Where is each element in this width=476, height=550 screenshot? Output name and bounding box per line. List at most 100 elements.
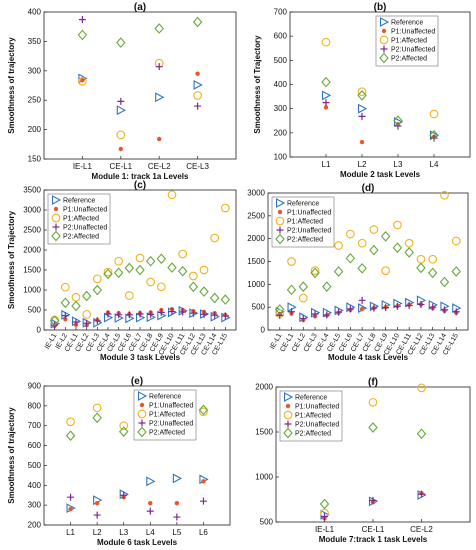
legend-label: P2:Affected [287, 237, 323, 244]
x-tick-label: L1 [66, 528, 75, 537]
y-tick-label: 150 [28, 155, 42, 164]
data-point [370, 304, 378, 312]
series-p2-unaffected [321, 490, 425, 521]
legend: Reference P1:Unaffected P1:Affected P2:Unaf… [271, 196, 335, 248]
data-point [346, 305, 354, 313]
x-axis-label: Module 4 task Levels [328, 353, 409, 362]
y-axis-label: Smoothness of trajectory [7, 37, 16, 134]
data-point [440, 190, 449, 200]
data-point [209, 292, 220, 304]
chart-title: (a) [134, 2, 146, 13]
legend-label: Reference [149, 394, 181, 401]
legend-label: P1:Unaffected [149, 403, 193, 410]
data-point [124, 262, 135, 274]
legend-marker [275, 198, 286, 208]
y-tick-label: 2000 [255, 383, 273, 392]
data-point [157, 308, 165, 316]
data-point [405, 301, 413, 309]
y-tick-label: 800 [28, 401, 42, 410]
y-tick-label: 250 [28, 96, 42, 105]
y-tick-label: 1000 [247, 280, 265, 289]
data-point [93, 511, 101, 519]
chart-title: (d) [362, 183, 375, 194]
y-tick-label: 1000 [23, 286, 41, 295]
data-point [146, 476, 156, 487]
data-point [322, 281, 332, 292]
y-tick-label: 500 [274, 56, 288, 65]
data-point [451, 266, 461, 277]
data-point [199, 265, 209, 275]
data-point [116, 37, 126, 48]
legend-marker [51, 213, 61, 223]
data-point [188, 271, 198, 281]
y-tick-label: 300 [274, 104, 288, 113]
data-point [167, 190, 177, 200]
data-point [147, 310, 155, 318]
data-point [136, 310, 144, 318]
data-point [380, 231, 391, 242]
legend-marker [139, 402, 145, 408]
x-tick-label: CE-L1 [362, 525, 385, 534]
legend-marker [137, 409, 147, 419]
data-point [321, 513, 328, 521]
plot-area [43, 11, 237, 160]
data-point [288, 308, 296, 316]
data-point [148, 500, 153, 506]
legend-marker [379, 35, 389, 45]
data-point [194, 102, 202, 110]
data-point [346, 229, 355, 239]
data-point [188, 281, 199, 293]
legend-label: P1:Affected [391, 38, 427, 45]
legend-label: P2:Unaffected [295, 422, 339, 429]
data-point [321, 76, 331, 88]
y-tick-label: 300 [28, 501, 42, 510]
data-point [299, 315, 307, 323]
data-point [145, 255, 156, 267]
legend-box [375, 15, 439, 67]
series-reference [78, 73, 203, 116]
x-tick-label: IE-L1 [73, 162, 93, 171]
data-point [192, 16, 203, 28]
x-tick-label: L5 [172, 528, 181, 537]
data-point [60, 282, 70, 292]
data-point [200, 310, 208, 318]
data-point [359, 139, 365, 145]
series-p2-affected [319, 422, 427, 510]
legend-marker [275, 216, 285, 226]
legend-label: Reference [63, 198, 95, 205]
data-point [368, 422, 378, 433]
legend-marker [137, 391, 148, 401]
data-point [369, 244, 379, 256]
data-point [393, 115, 403, 127]
legend-label: Reference [287, 201, 319, 208]
legend: Reference P1:Unaffected P1:Affected P2:Unaf… [279, 390, 343, 442]
data-point [78, 77, 87, 86]
legend-label: Reference [295, 395, 327, 402]
legend-marker [284, 420, 292, 428]
data-point [146, 507, 154, 515]
data-point [118, 426, 129, 437]
y-tick-label: 300 [28, 66, 42, 75]
data-point [173, 513, 181, 521]
y-tick-label: 2000 [23, 246, 41, 255]
x-tick-label: L2 [93, 528, 102, 537]
y-tick-label: 500 [252, 303, 266, 312]
data-point [357, 103, 368, 114]
data-point [178, 249, 188, 259]
data-point [77, 29, 88, 41]
chart-panel-e: (e) 200 300 400 500 600 700 800 900 L1 L2 L3 L4 L5 L6 M… [7, 376, 231, 547]
data-point [335, 308, 343, 316]
y-tick-label: 100 [274, 153, 288, 162]
series-p1-affected [275, 190, 461, 318]
data-point [198, 404, 209, 416]
chart-title: (c) [134, 180, 146, 191]
y-tick-label: 900 [28, 382, 42, 391]
data-point [72, 318, 80, 326]
legend-marker [285, 403, 291, 409]
data-point [220, 203, 230, 213]
legend-label: P2:Affected [63, 234, 99, 241]
data-point [323, 105, 329, 110]
y-tick-label: 350 [28, 37, 42, 46]
data-point [321, 37, 331, 47]
legend-label: P1:Affected [149, 412, 185, 419]
